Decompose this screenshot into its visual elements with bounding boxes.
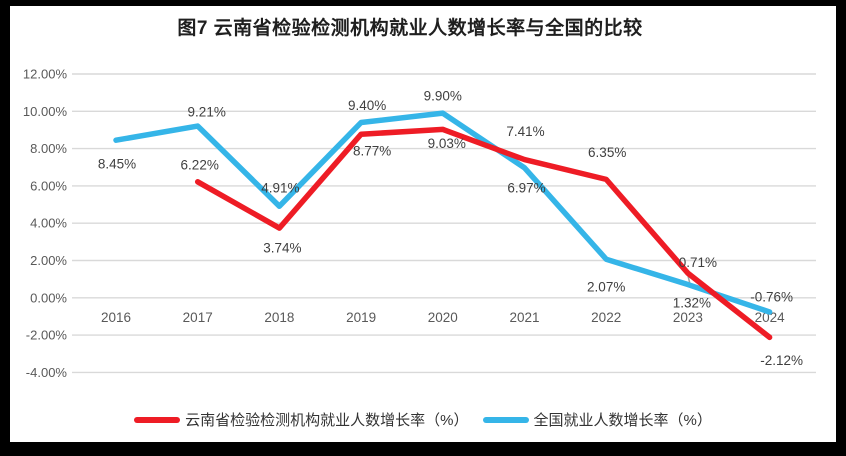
y-tick-label: 6.00%	[30, 178, 67, 193]
series-line-national	[113, 110, 773, 315]
x-tick-label: 2017	[183, 310, 213, 325]
legend: 云南省检验检测机构就业人数增长率（%） 全国就业人数增长率（%）	[10, 409, 836, 430]
data-label: 7.41%	[506, 124, 544, 139]
y-tick-label: 4.00%	[30, 216, 67, 231]
data-label: 9.90%	[424, 89, 462, 104]
y-tick-label: -4.00%	[26, 365, 68, 380]
data-label: 1.32%	[673, 296, 711, 311]
legend-marker-red-line	[134, 416, 181, 423]
y-tick-label: 2.00%	[30, 253, 67, 268]
x-tick-label: 2023	[673, 310, 703, 325]
data-label: 9.21%	[188, 105, 226, 120]
y-tick-label: 0.00%	[30, 290, 67, 305]
data-label: 4.91%	[261, 181, 299, 196]
data-label: 3.74%	[263, 241, 301, 256]
y-tick-label: 10.00%	[23, 104, 68, 119]
data-label: 8.45%	[98, 157, 136, 172]
chart-area: 图7 云南省检验检测机构就业人数增长率与全国的比较 12.00% 10.00% 8.…	[10, 6, 836, 442]
line-plot: 12.00% 10.00% 8.00% 6.00% 4.00% 2.00% 0.00% -2.…	[23, 67, 816, 380]
data-label: 9.40%	[348, 98, 386, 113]
legend-marker-blue-line	[482, 416, 529, 423]
x-tick-label: 2020	[428, 310, 458, 325]
y-tick-label: -2.00%	[26, 328, 68, 343]
data-label: 6.22%	[181, 157, 219, 172]
y-tick-label: 12.00%	[23, 67, 68, 82]
x-tick-label: 2018	[264, 310, 294, 325]
series-line-yunnan	[194, 126, 773, 341]
x-tick-label: 2024	[755, 310, 786, 325]
legend-label-yunnan: 云南省检验检测机构就业人数增长率（%）	[185, 412, 469, 429]
legend-label-national: 全国就业人数增长率（%）	[533, 412, 712, 429]
x-tick-label: 2021	[509, 310, 539, 325]
data-label: 0.71%	[679, 255, 717, 270]
y-tick-label: 8.00%	[30, 141, 67, 156]
data-label: 9.03%	[428, 136, 466, 151]
x-tick-label: 2019	[346, 310, 376, 325]
data-label: -2.12%	[760, 353, 803, 368]
data-label: -0.76%	[750, 289, 793, 304]
data-label: 6.35%	[588, 145, 626, 160]
x-tick-label: 2016	[101, 310, 131, 325]
x-tick-label: 2022	[591, 310, 621, 325]
legend-item-yunnan: 云南省检验检测机构就业人数增长率（%）	[134, 409, 469, 430]
chart-title: 图7 云南省检验检测机构就业人数增长率与全国的比较	[177, 18, 643, 39]
data-label: 8.77%	[353, 144, 391, 159]
data-label: 2.07%	[587, 280, 625, 295]
legend-item-national: 全国就业人数增长率（%）	[482, 409, 712, 430]
data-label: 6.97%	[507, 180, 545, 195]
